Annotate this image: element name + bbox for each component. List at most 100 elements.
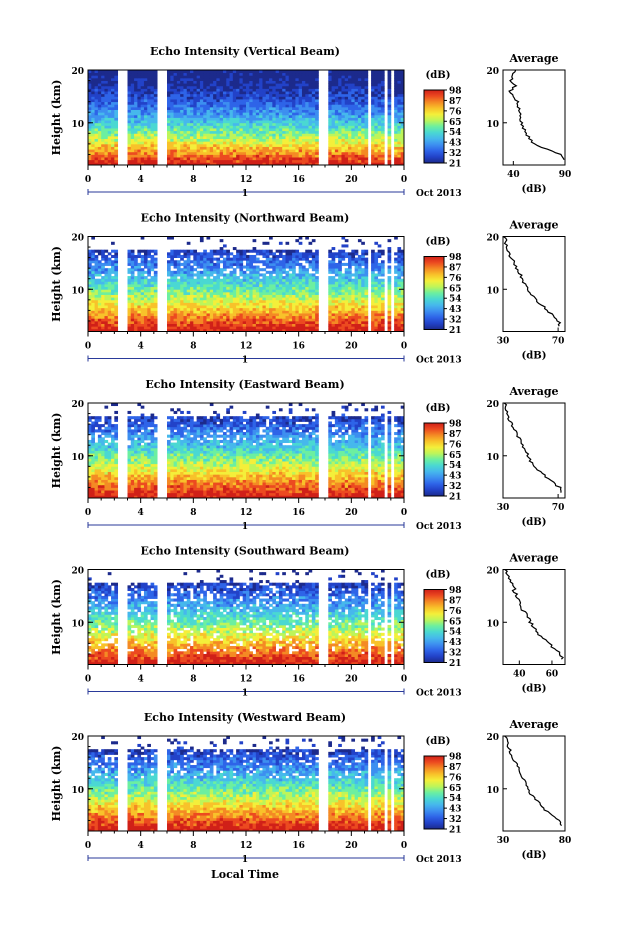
chart-title: Echo Intensity (Northward Beam) — [141, 212, 350, 225]
x-tick-label: 0 — [85, 342, 91, 352]
colorbar-tick-label: 87 — [449, 97, 462, 107]
profile-y-tick-label: 10 — [486, 786, 499, 796]
profile-y-tick-label: 20 — [486, 400, 499, 410]
colorbar-tick-label: 21 — [449, 826, 462, 836]
colorbar-unit: (dB) — [426, 237, 451, 248]
chart-title: Echo Intensity (Eastward Beam) — [145, 378, 344, 391]
profile-frame — [502, 735, 566, 832]
x-tick-label: 16 — [292, 508, 305, 518]
profile-title: Average — [508, 552, 558, 565]
x-tick-label: 4 — [138, 841, 144, 851]
colorbar-tick-label: 98 — [449, 87, 462, 97]
colorbar-tick-label: 32 — [449, 482, 462, 492]
x-tick-label: 20 — [345, 175, 358, 185]
colorbar-tick-label: 98 — [449, 253, 462, 263]
x-tick-label: 16 — [292, 342, 305, 352]
profile-line — [504, 735, 562, 827]
colorbar — [423, 755, 445, 830]
profile-x-label: (dB) — [522, 184, 547, 195]
profile-y-tick-label: 10 — [486, 120, 499, 130]
profile-x-label: (dB) — [522, 850, 547, 861]
y-tick-label: 10 — [71, 619, 84, 629]
x-tick-label: 16 — [292, 175, 305, 185]
colorbar-unit: (dB) — [426, 403, 451, 414]
profile-x-tick-label: 80 — [559, 836, 572, 846]
colorbar-tick-label: 76 — [449, 773, 462, 783]
x-tick-label: 0 — [401, 841, 407, 851]
colorbar-tick-label: 43 — [449, 472, 462, 482]
colorbar-tick-label: 32 — [449, 149, 462, 159]
day-label: 1 — [242, 356, 248, 366]
colorbar-tick-label: 54 — [449, 128, 462, 138]
colorbar-tick-label: 98 — [449, 420, 462, 430]
colorbar-tick-label: 32 — [449, 649, 462, 659]
x-tick-label: 8 — [190, 342, 196, 352]
x-tick-label: 20 — [345, 841, 358, 851]
y-tick-label: 20 — [71, 234, 84, 244]
profile-frame — [502, 402, 566, 499]
colorbar-tick-label: 21 — [449, 326, 462, 336]
panel-3: Echo Intensity (Southward Beam)1020Heigh… — [50, 545, 566, 699]
profile-x-tick-label: 30 — [497, 836, 510, 846]
y-axis-label: Height (km) — [50, 579, 63, 655]
profile-line — [508, 69, 565, 161]
y-tick-label: 10 — [71, 120, 84, 130]
day-label: 1 — [242, 689, 248, 699]
y-axis-label: Height (km) — [50, 80, 63, 156]
colorbar-tick-label: 98 — [449, 753, 462, 763]
y-axis-label: Height (km) — [50, 246, 63, 322]
colorbar-tick-label: 54 — [449, 295, 462, 305]
x-tick-label: 20 — [345, 675, 358, 685]
x-tick-label: 12 — [240, 675, 253, 685]
colorbar-tick-label: 98 — [449, 586, 462, 596]
profile-x-tick-label: 40 — [513, 670, 526, 680]
profile-x-tick-label: 60 — [546, 670, 559, 680]
x-tick-label: 8 — [190, 841, 196, 851]
profile-x-label: (dB) — [522, 517, 547, 528]
profile-title: Average — [508, 219, 558, 232]
profile-line — [503, 236, 562, 327]
colorbar-tick-label: 32 — [449, 815, 462, 825]
colorbar-tick-label: 65 — [449, 284, 462, 294]
date-label: Oct 2013 — [416, 855, 462, 865]
profile-y-tick-label: 20 — [486, 67, 499, 77]
colorbar-tick-label: 65 — [449, 451, 462, 461]
profile-x-tick-label: 30 — [497, 337, 510, 347]
x-tick-label: 12 — [240, 342, 253, 352]
x-tick-label: 8 — [190, 508, 196, 518]
x-tick-label: 8 — [190, 675, 196, 685]
colorbar-tick-label: 21 — [449, 160, 462, 170]
profile-x-tick-label: 70 — [552, 503, 565, 513]
date-label: Oct 2013 — [416, 689, 462, 699]
profile-title: Average — [508, 718, 558, 731]
y-tick-label: 20 — [71, 400, 84, 410]
profile-y-tick-label: 20 — [486, 234, 499, 244]
x-tick-label: 0 — [401, 175, 407, 185]
panel-4: Echo Intensity (Westward Beam)1020Height… — [50, 711, 571, 865]
colorbar-tick-label: 54 — [449, 794, 462, 804]
x-tick-label: 16 — [292, 675, 305, 685]
panel-1: Echo Intensity (Northward Beam) 1 0 20 Heigh… — [50, 212, 566, 366]
colorbar-tick-label: 87 — [449, 430, 462, 440]
profile-y-tick-label: 10 — [486, 619, 499, 629]
x-tick-label: 16 — [292, 841, 305, 851]
x-tick-label: 0 — [85, 675, 91, 685]
profile-title: Average — [508, 385, 558, 398]
x-tick-label: 4 — [138, 342, 144, 352]
colorbar-unit: (dB) — [426, 70, 451, 81]
profile-x-tick-label: 70 — [552, 337, 565, 347]
panel-2: Echo Intensity (Eastward Beam)1020Height… — [50, 378, 566, 532]
colorbar-tick-label: 43 — [449, 139, 462, 149]
colorbar-tick-label: 43 — [449, 305, 462, 315]
y-axis-label: Height (km) — [50, 746, 63, 822]
x-axis-title: Local Time — [211, 868, 279, 881]
y-axis-label: Height (km) — [50, 413, 63, 489]
profile-x-label: (dB) — [522, 351, 547, 362]
date-label: Oct 2013 — [416, 189, 462, 199]
profile-x-tick-label: 30 — [497, 503, 510, 513]
colorbar-tick-label: 76 — [449, 440, 462, 450]
x-tick-label: 20 — [345, 508, 358, 518]
heatmap-cells — [88, 403, 405, 499]
colorbar-tick-label: 65 — [449, 617, 462, 627]
